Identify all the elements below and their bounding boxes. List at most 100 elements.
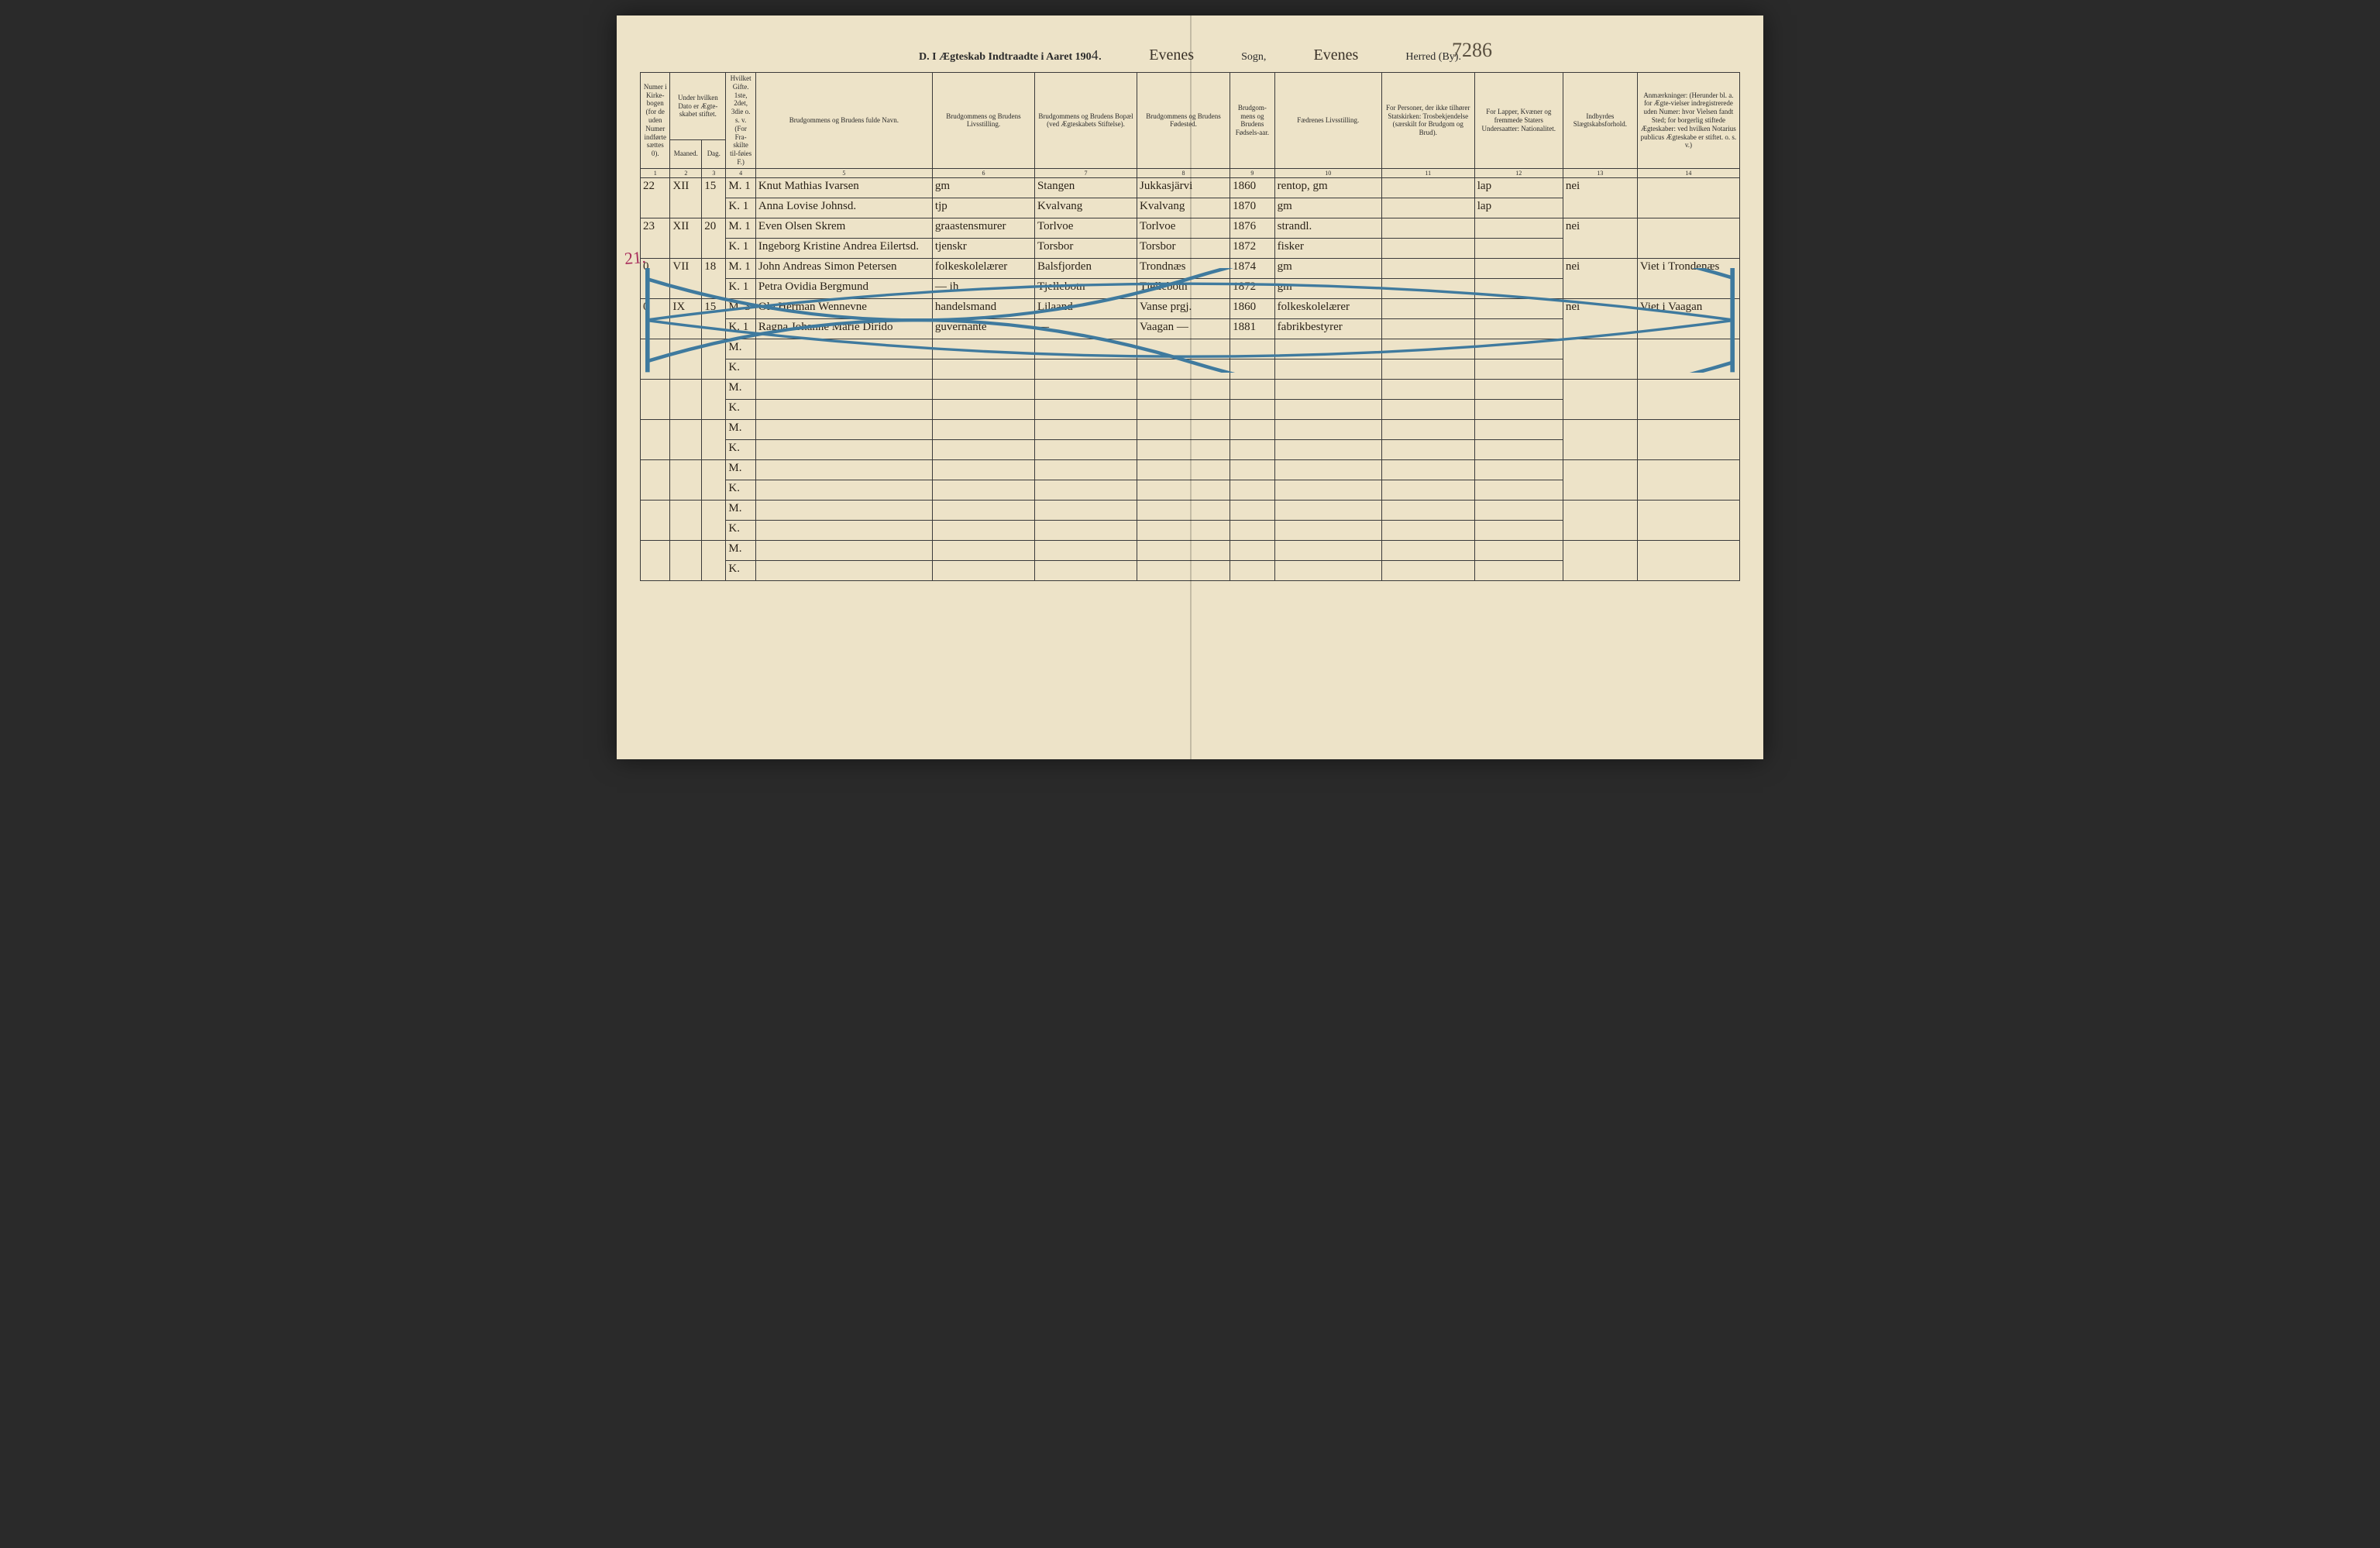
cell <box>1230 339 1275 359</box>
cell <box>1230 380 1275 400</box>
cell: nei <box>1563 259 1637 299</box>
hdr-5: Brudgommens og Brudens fulde Navn. <box>755 73 932 169</box>
cell: M. 3 <box>726 299 755 319</box>
cell <box>932 501 1034 521</box>
cell: — <box>1034 319 1137 339</box>
ledger-page: 7286 21. D. I Ægteskab Indtraadte i Aare… <box>617 15 1763 759</box>
cell: Even Olsen Skrem <box>755 218 932 239</box>
cell <box>1381 339 1474 359</box>
cell <box>641 501 670 541</box>
cell <box>1474 400 1563 420</box>
cell: rentop, gm <box>1274 178 1381 198</box>
cell <box>1381 561 1474 581</box>
cell: handelsmand <box>932 299 1034 319</box>
cell <box>755 420 932 440</box>
cell: fisker <box>1274 239 1381 259</box>
cell <box>1474 319 1563 339</box>
cell <box>1474 359 1563 380</box>
hdr-11: For Personer, der ikke tilhører Statskir… <box>1381 73 1474 169</box>
cell <box>1034 440 1137 460</box>
colnum: 2 <box>670 168 702 178</box>
cell <box>641 420 670 460</box>
cell <box>932 339 1034 359</box>
cell <box>1034 561 1137 581</box>
table-row: 23XII20M. 1Even Olsen Skremgraastensmure… <box>641 218 1740 239</box>
cell: IX <box>670 299 702 339</box>
cell <box>1034 339 1137 359</box>
cell <box>702 460 726 501</box>
cell: M. <box>726 380 755 400</box>
table-row: M. <box>641 339 1740 359</box>
cell <box>1474 541 1563 561</box>
cell <box>1274 460 1381 480</box>
cell: Kvalvang <box>1137 198 1230 218</box>
cell <box>1381 198 1474 218</box>
cell <box>932 460 1034 480</box>
cell <box>932 420 1034 440</box>
table-row: 22XII15M. 1Knut Mathias IvarsengmStangen… <box>641 178 1740 198</box>
herred-handwritten: Evenes <box>1297 46 1374 64</box>
cell <box>1274 541 1381 561</box>
colnum: 10 <box>1274 168 1381 178</box>
cell <box>1137 561 1230 581</box>
page-number-pencil: 7286 <box>1452 39 1492 62</box>
cell <box>1034 501 1137 521</box>
cell <box>641 380 670 420</box>
colnum: 7 <box>1034 168 1137 178</box>
cell <box>1230 521 1275 541</box>
cell: Torsbor <box>1034 239 1137 259</box>
cell: tjenskr <box>932 239 1034 259</box>
cell: K. <box>726 359 755 380</box>
cell <box>1137 521 1230 541</box>
hdr-12: For Lapper, Kvæner og fremmede Staters U… <box>1474 73 1563 169</box>
cell: Tjellebotn <box>1034 279 1137 299</box>
hdr-9: Brudgom-mens og Brudens Fødsels-aar. <box>1230 73 1275 169</box>
cell: guvernante <box>932 319 1034 339</box>
cell <box>1381 501 1474 521</box>
table-row: M. <box>641 420 1740 440</box>
cell <box>1637 178 1739 218</box>
cell <box>755 501 932 521</box>
cell: K. <box>726 440 755 460</box>
cell: gm <box>1274 279 1381 299</box>
cell <box>755 480 932 501</box>
cell <box>1474 259 1563 279</box>
cell <box>1637 501 1739 541</box>
ledger-table: Numer i Kirke-bogen (for de uden Numer i… <box>640 72 1740 581</box>
cell <box>1381 299 1474 319</box>
cell <box>1230 561 1275 581</box>
cell <box>1637 460 1739 501</box>
colnum: 6 <box>932 168 1034 178</box>
cell <box>1381 420 1474 440</box>
cell: 1881 <box>1230 319 1275 339</box>
cell <box>1137 359 1230 380</box>
cell <box>702 339 726 380</box>
cell <box>670 541 702 581</box>
cell <box>1381 460 1474 480</box>
cell <box>1381 279 1474 299</box>
cell <box>1381 480 1474 501</box>
cell <box>641 339 670 380</box>
cell <box>1137 460 1230 480</box>
cell: graastensmurer <box>932 218 1034 239</box>
cell: 1874 <box>1230 259 1275 279</box>
cell <box>1034 460 1137 480</box>
cell: Lilaand <box>1034 299 1137 319</box>
cell <box>755 440 932 460</box>
table-body: 22XII15M. 1Knut Mathias IvarsengmStangen… <box>641 178 1740 581</box>
cell <box>1034 400 1137 420</box>
cell <box>670 420 702 460</box>
cell <box>932 480 1034 501</box>
cell <box>1474 501 1563 521</box>
cell <box>1381 218 1474 239</box>
hdr-6: Brudgommens og Brudens Livsstilling. <box>932 73 1034 169</box>
colnum: 9 <box>1230 168 1275 178</box>
colnum: 4 <box>726 168 755 178</box>
cell <box>1034 480 1137 501</box>
cell <box>670 501 702 541</box>
cell <box>702 420 726 460</box>
cell <box>932 541 1034 561</box>
cell: 15 <box>702 299 726 339</box>
cell <box>1274 501 1381 521</box>
cell <box>1563 380 1637 420</box>
